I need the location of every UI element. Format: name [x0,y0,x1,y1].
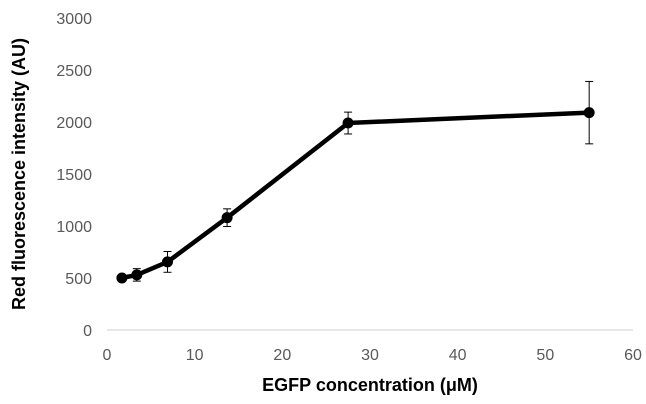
data-point [583,107,595,119]
data-point [342,117,354,129]
y-tick-label: 2500 [56,63,92,80]
y-tick-label: 2000 [56,115,92,132]
y-tick-label: 1500 [56,167,92,184]
x-tick-label: 0 [103,347,112,364]
x-tick-label: 20 [273,347,291,364]
x-axis-title: EGFP concentration (μM) [262,375,478,395]
y-tick-label: 3000 [56,11,92,28]
y-tick-label: 500 [65,271,92,288]
series-lines [121,110,590,281]
data-point [221,212,233,224]
error-bars [117,80,594,282]
data-point [116,272,128,284]
x-tick-label: 50 [536,347,554,364]
y-axis-title: Red fluorescence intensity (AU) [9,38,29,310]
data-point [161,256,173,268]
y-tick-label: 1000 [56,219,92,236]
x-tick-label: 40 [449,347,467,364]
x-tick-label: 60 [624,347,642,364]
y-tick-labels: 0 500 1000 1500 2000 2500 3000 [56,11,92,340]
data-point [131,269,143,281]
series-line [121,110,590,281]
x-tick-label: 10 [186,347,204,364]
y-tick-label: 0 [83,323,92,340]
x-tick-labels: 0 10 20 30 40 50 60 [103,347,642,364]
data-points [116,107,595,284]
x-tick-label: 30 [361,347,379,364]
